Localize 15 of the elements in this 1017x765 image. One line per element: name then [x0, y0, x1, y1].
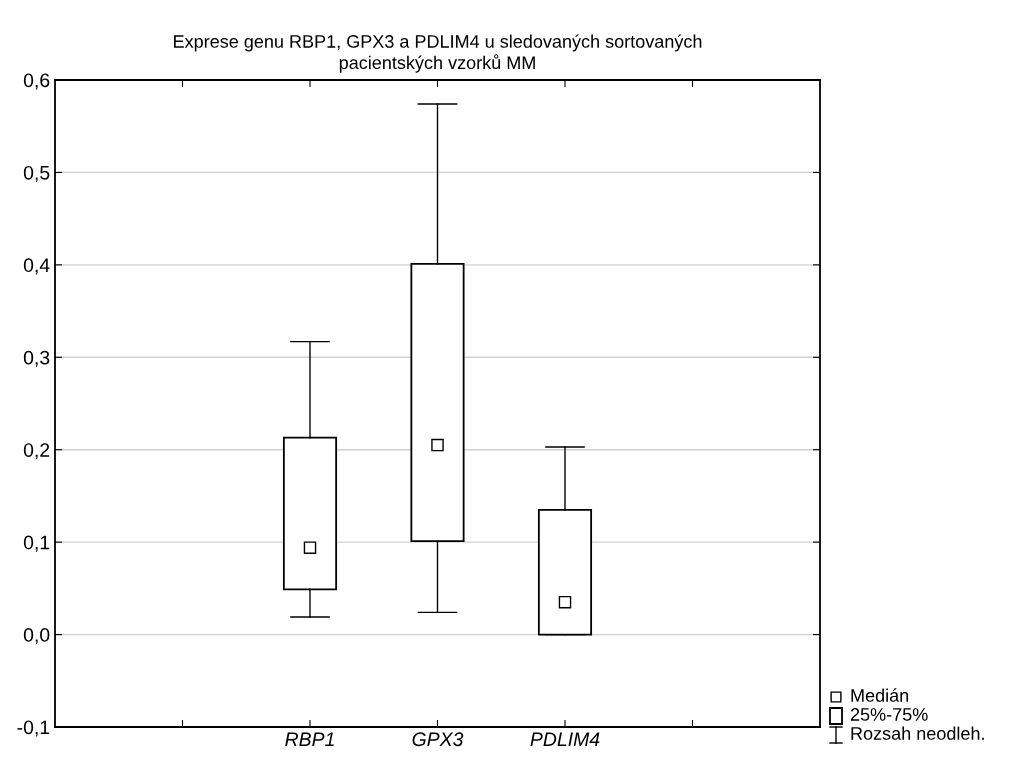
- x-tick-label: RBP1: [285, 732, 334, 746]
- y-tick-label: 0,4: [23, 258, 50, 275]
- y-tick-label: 0,6: [23, 73, 50, 90]
- y-tick-label: 0,2: [23, 443, 50, 460]
- y-tick-label: 0,5: [23, 165, 50, 182]
- y-tick-label: 0,0: [23, 628, 50, 645]
- text: Medián: [851, 688, 909, 702]
- text: 25%-75%: [850, 708, 928, 721]
- chart-title: Exprese genu RBP1, GPX3 a PDLIM4 u sledovaných sortovaných pacientských vzorků MM: [174, 34, 702, 73]
- x-tick-label: PDLIM4: [530, 732, 600, 746]
- text: Rozsah neodleh.: [851, 726, 984, 740]
- y-tick-label: 0,3: [23, 350, 50, 367]
- y-tick-label: 0,1: [23, 535, 50, 552]
- x-tick-label: GPX3: [412, 732, 464, 747]
- y-tick-label: -0,1: [17, 720, 50, 737]
